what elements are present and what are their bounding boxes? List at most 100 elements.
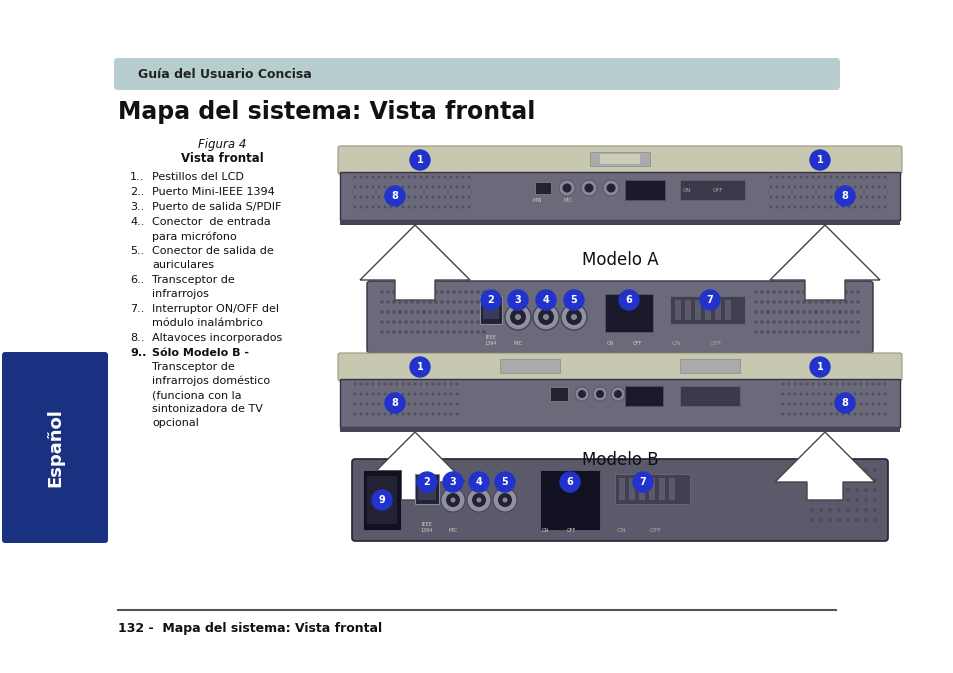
Circle shape xyxy=(467,488,491,512)
Circle shape xyxy=(359,402,362,406)
Circle shape xyxy=(789,290,793,294)
Circle shape xyxy=(872,508,876,511)
Text: ON: ON xyxy=(682,188,691,192)
Circle shape xyxy=(419,413,422,415)
Circle shape xyxy=(425,186,428,188)
Circle shape xyxy=(413,392,416,396)
Circle shape xyxy=(835,382,838,386)
Circle shape xyxy=(452,310,456,314)
Circle shape xyxy=(431,382,434,386)
Circle shape xyxy=(872,479,876,482)
Circle shape xyxy=(853,413,856,415)
Circle shape xyxy=(849,290,853,294)
Circle shape xyxy=(783,300,787,304)
Circle shape xyxy=(437,205,440,209)
Text: Pestillos del LCD: Pestillos del LCD xyxy=(152,172,244,182)
Bar xyxy=(639,478,644,500)
Circle shape xyxy=(359,392,362,396)
Circle shape xyxy=(425,402,428,406)
Circle shape xyxy=(877,413,880,415)
Circle shape xyxy=(457,330,461,334)
Circle shape xyxy=(811,402,814,406)
Circle shape xyxy=(796,320,799,324)
Bar xyxy=(363,470,400,530)
Text: 7: 7 xyxy=(706,295,713,305)
Circle shape xyxy=(377,392,380,396)
Text: Conector de salida de: Conector de salida de xyxy=(152,246,274,256)
Circle shape xyxy=(455,195,458,199)
Circle shape xyxy=(859,413,862,415)
Circle shape xyxy=(828,186,832,188)
Circle shape xyxy=(470,320,474,324)
Circle shape xyxy=(437,382,440,386)
Text: 1: 1 xyxy=(416,155,423,165)
Circle shape xyxy=(849,310,853,314)
Circle shape xyxy=(769,195,772,199)
Text: 9..: 9.. xyxy=(130,348,146,358)
Circle shape xyxy=(760,330,763,334)
Circle shape xyxy=(419,205,422,209)
Circle shape xyxy=(843,310,847,314)
Circle shape xyxy=(416,300,419,304)
Text: 1: 1 xyxy=(816,362,822,372)
Circle shape xyxy=(416,290,419,294)
Circle shape xyxy=(859,195,862,199)
Circle shape xyxy=(841,186,843,188)
Circle shape xyxy=(365,195,368,199)
Circle shape xyxy=(863,508,867,511)
Circle shape xyxy=(383,392,386,396)
Text: 6..: 6.. xyxy=(130,275,144,285)
Text: 9: 9 xyxy=(378,495,385,505)
Circle shape xyxy=(789,330,793,334)
Circle shape xyxy=(442,472,462,492)
Circle shape xyxy=(859,402,862,406)
Circle shape xyxy=(793,392,796,396)
Circle shape xyxy=(560,304,586,330)
Circle shape xyxy=(386,300,390,304)
Bar xyxy=(669,296,744,324)
Circle shape xyxy=(817,413,820,415)
Circle shape xyxy=(419,392,422,396)
Circle shape xyxy=(407,176,410,178)
Circle shape xyxy=(786,392,790,396)
Circle shape xyxy=(419,176,422,178)
Circle shape xyxy=(437,413,440,415)
Text: 8: 8 xyxy=(391,191,398,201)
Circle shape xyxy=(877,402,880,406)
Circle shape xyxy=(537,309,554,325)
Circle shape xyxy=(835,392,838,396)
Circle shape xyxy=(828,392,832,396)
Text: Conector  de entrada: Conector de entrada xyxy=(152,217,271,227)
Text: 3: 3 xyxy=(514,295,521,305)
Circle shape xyxy=(811,413,814,415)
Circle shape xyxy=(841,413,843,415)
Circle shape xyxy=(443,205,446,209)
Circle shape xyxy=(440,488,464,512)
Circle shape xyxy=(493,488,517,512)
Text: 7: 7 xyxy=(639,477,646,487)
Circle shape xyxy=(416,320,419,324)
Circle shape xyxy=(510,309,525,325)
Circle shape xyxy=(428,320,432,324)
FancyBboxPatch shape xyxy=(113,58,840,90)
Circle shape xyxy=(781,392,783,396)
Circle shape xyxy=(431,195,434,199)
Circle shape xyxy=(822,205,825,209)
Circle shape xyxy=(837,508,840,511)
Circle shape xyxy=(446,310,449,314)
Circle shape xyxy=(446,300,449,304)
FancyBboxPatch shape xyxy=(337,146,901,174)
Circle shape xyxy=(359,413,362,415)
Circle shape xyxy=(452,330,456,334)
Circle shape xyxy=(849,330,853,334)
Circle shape xyxy=(754,330,757,334)
Circle shape xyxy=(837,488,840,492)
Circle shape xyxy=(828,402,832,406)
Text: Vista frontal: Vista frontal xyxy=(180,152,263,165)
Circle shape xyxy=(846,205,850,209)
Circle shape xyxy=(882,392,885,396)
Circle shape xyxy=(793,402,796,406)
Circle shape xyxy=(786,176,790,178)
Circle shape xyxy=(446,290,449,294)
Circle shape xyxy=(443,413,446,415)
